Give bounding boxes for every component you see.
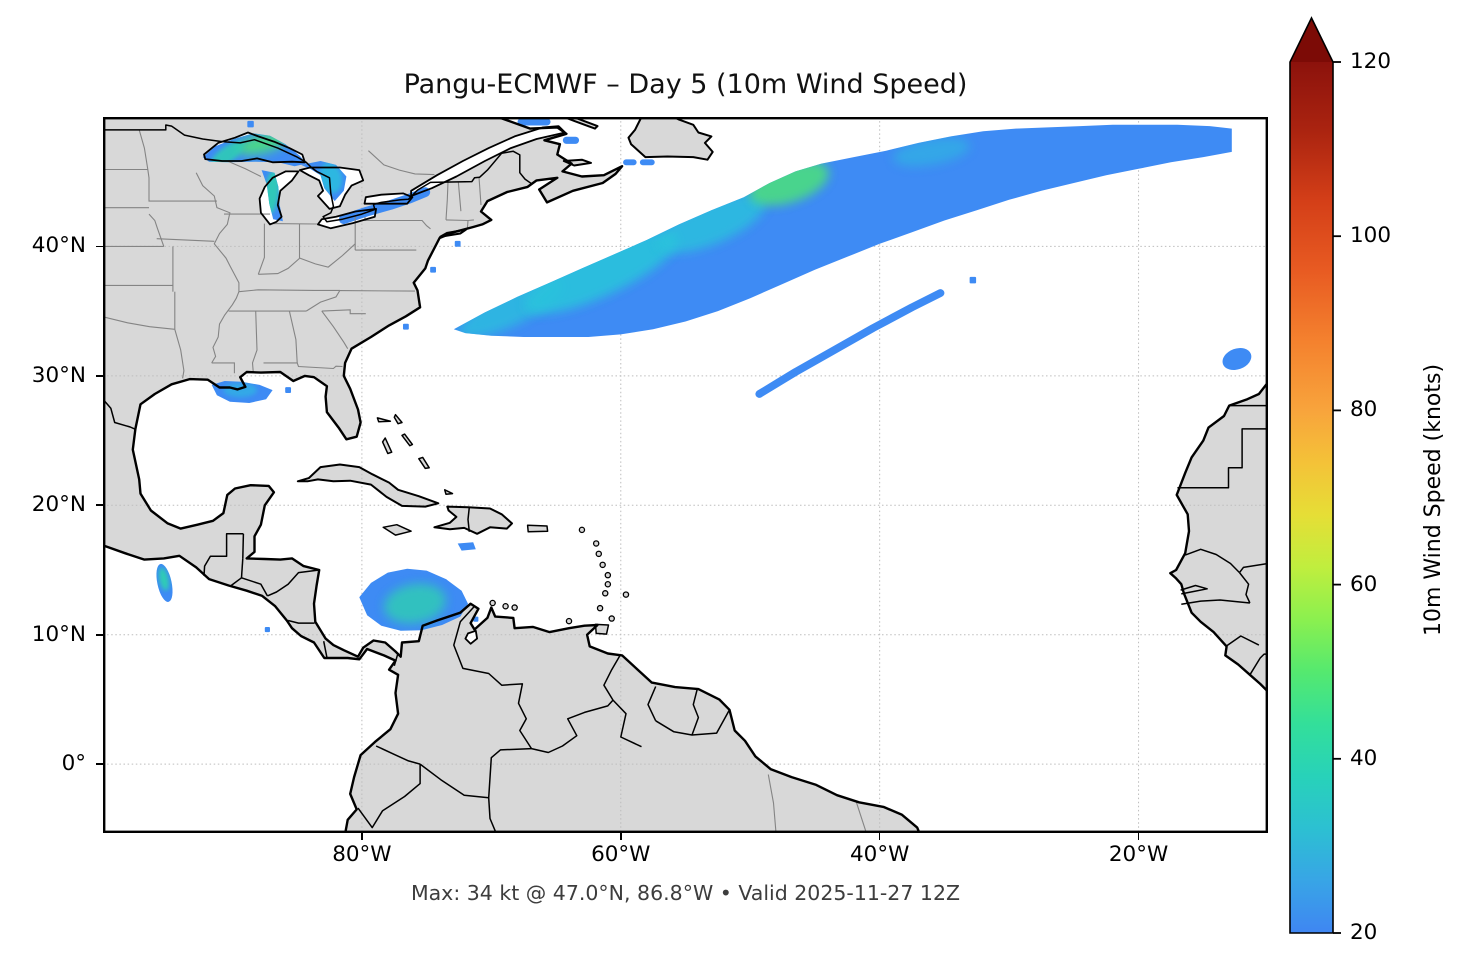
y-tick-mark bbox=[96, 633, 103, 636]
colorbar-tick-label: 40 bbox=[1350, 745, 1378, 771]
wind-speed-layer bbox=[156, 118, 1252, 633]
colorbar-tick-label: 20 bbox=[1350, 920, 1378, 945]
wind-feature-tehuantepec-jet bbox=[156, 563, 173, 602]
wind-feature-gulf-st-lawrence-dashes bbox=[517, 118, 580, 144]
wind-feature-north-atlantic-storm-band bbox=[453, 124, 1232, 337]
x-tick-label: 40°W bbox=[849, 842, 910, 867]
x-tick-label: 60°W bbox=[591, 842, 651, 867]
borders-layer bbox=[103, 117, 1268, 833]
x-tick-label: 80°W bbox=[332, 842, 392, 867]
wind-feature-nipigon-spot bbox=[247, 120, 254, 128]
x-tick-mark bbox=[1137, 833, 1140, 840]
y-tick-mark bbox=[96, 763, 103, 765]
y-tick-label: 40°N bbox=[31, 233, 86, 259]
colorbar-axis-label: 10m Wind Speed (knots) bbox=[1421, 363, 1446, 637]
y-tick-label: 10°N bbox=[31, 621, 86, 647]
y-tick-mark bbox=[96, 245, 103, 248]
wind-feature-papagayo-spot bbox=[264, 626, 270, 633]
wind-feature-azores-spot bbox=[969, 276, 977, 284]
colorbar-tick-label: 100 bbox=[1350, 223, 1392, 249]
wind-feature-lake-huron bbox=[301, 161, 347, 202]
wind-feature-colombian-basin bbox=[359, 568, 468, 631]
y-tick-mark bbox=[96, 504, 103, 507]
x-tick-mark bbox=[878, 833, 881, 840]
colorbar-tick-label: 80 bbox=[1350, 397, 1378, 423]
x-tick-label: 20°W bbox=[1108, 842, 1169, 867]
plot-title: Pangu-ECMWF – Day 5 (10m Wind Speed) bbox=[403, 69, 968, 100]
wind-feature-central-atlantic-streak bbox=[755, 289, 945, 398]
wind-feature-morocco-offshore bbox=[1222, 348, 1252, 371]
x-tick-mark bbox=[361, 833, 363, 840]
colorbar-gradient bbox=[1289, 16, 1341, 934]
y-tick-label: 0° bbox=[61, 751, 86, 777]
wind-feature-hispaniola-south-spot bbox=[457, 542, 476, 551]
y-tick-mark bbox=[96, 375, 103, 377]
map-plot bbox=[103, 117, 1268, 833]
colorbar-tick-label: 120 bbox=[1350, 49, 1392, 74]
wind-feature-gulf-of-mexico bbox=[211, 381, 273, 403]
y-tick-label: 30°N bbox=[31, 362, 86, 388]
colorbar: 20 40 60 80 100 120 10m Wind Speed (knots) bbox=[1270, 0, 1466, 969]
x-tick-mark bbox=[619, 833, 622, 840]
colorbar-tick-label: 60 bbox=[1350, 571, 1378, 597]
figure-caption: Max: 34 kt @ 47.0°N, 86.8°W • Valid 2025… bbox=[410, 881, 961, 905]
wind-feature-us-east-coast-spots bbox=[285, 240, 461, 394]
y-tick-label: 20°N bbox=[31, 492, 86, 518]
